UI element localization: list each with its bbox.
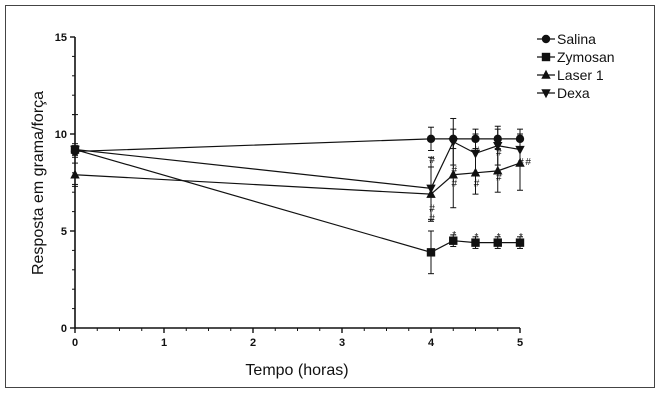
annotation-mark: *	[497, 232, 501, 243]
legend-marker-dexa	[541, 89, 551, 99]
data-point-laser-1	[515, 157, 525, 167]
data-point-salina	[471, 134, 480, 144]
legend-marker-salina	[541, 34, 551, 44]
data-point-zymosan	[515, 238, 525, 247]
y-tick-label: 15	[55, 32, 67, 44]
significance-annotations: ########## #* * * *	[429, 146, 531, 243]
data-point-dexa	[70, 145, 80, 155]
annotation-mark: #	[496, 147, 502, 158]
series-line-dexa	[74, 140, 521, 189]
annotation-mark: #	[525, 157, 531, 168]
annotation-mark: #	[474, 179, 480, 190]
annotation-mark: *	[519, 232, 523, 243]
legend-marker-laser-1	[541, 69, 551, 79]
legend-label-salina: Salina	[557, 31, 596, 47]
data-point-laser-1	[493, 165, 503, 175]
data-point-salina	[493, 134, 502, 144]
legend-label-zymosan: Zymosan	[557, 49, 615, 65]
series-line-laser-1	[74, 162, 521, 195]
y-tick-label: 10	[55, 129, 67, 141]
data-point-dexa	[493, 141, 503, 151]
legend-marker-zymosan	[541, 52, 551, 62]
annotation-mark: #	[429, 204, 435, 215]
x-tick-label: 3	[339, 337, 345, 349]
chart-frame	[5, 5, 655, 388]
data-point-salina	[426, 134, 436, 144]
data-point-dexa	[426, 184, 436, 194]
annotation-mark: *	[452, 230, 456, 241]
annotation-mark: #	[429, 155, 435, 166]
series-markers	[70, 134, 525, 257]
data-point-zymosan	[449, 236, 458, 245]
annotation-mark: #	[451, 165, 457, 176]
x-tick-label: 1	[161, 337, 167, 349]
data-point-zymosan	[426, 248, 436, 257]
y-axis-label: Resposta em grama/força	[30, 91, 47, 275]
data-point-zymosan	[493, 238, 502, 247]
x-axis-label: Tempo (horas)	[245, 362, 348, 379]
data-point-laser-1	[448, 169, 458, 179]
data-point-dexa	[515, 145, 525, 155]
x-tick-label: 5	[517, 337, 523, 349]
annotation-mark: #	[496, 173, 502, 184]
y-tick-label: 0	[61, 323, 67, 335]
legend-label-laser-1: Laser 1	[557, 67, 604, 83]
data-point-zymosan	[471, 238, 480, 247]
annotation-mark: #	[518, 157, 524, 168]
data-point-dexa	[448, 138, 458, 147]
annotation-mark: #	[429, 213, 435, 224]
annotation-mark: #	[451, 179, 457, 190]
legend-label-dexa: Dexa	[557, 85, 590, 101]
legend: Salina Zymosan Laser 1 Dexa	[537, 31, 615, 101]
data-point-dexa	[470, 149, 481, 159]
data-point-laser-1	[70, 169, 80, 179]
data-point-laser-1	[470, 167, 481, 177]
x-tick-label: 2	[250, 337, 256, 349]
data-point-salina	[515, 134, 525, 144]
x-tick-label: 4	[428, 337, 435, 349]
annotation-mark: #	[474, 146, 480, 157]
annotation-mark: *	[475, 232, 479, 243]
chart-axes: 0 5 10 15 0 1 2 3 4 5	[55, 32, 523, 349]
y-tick-label: 5	[61, 226, 67, 238]
x-tick-label: 0	[72, 337, 78, 349]
